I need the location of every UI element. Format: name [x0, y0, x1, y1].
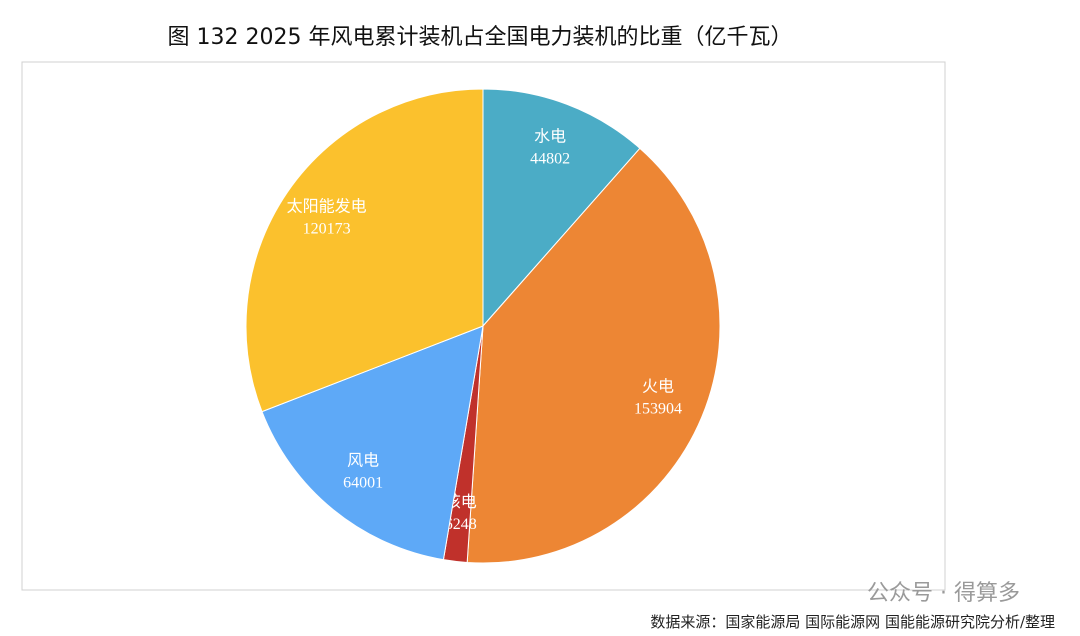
- slice-value: 153904: [634, 401, 682, 418]
- slice-label: 水电: [534, 127, 566, 145]
- pie-slice: [466, 147, 721, 564]
- slice-label: 火电: [642, 378, 674, 396]
- chart-title: 图 132 2025 年风电累计装机占全国电力装机的比重（亿千瓦）: [168, 25, 793, 50]
- source-note: 数据来源：国家能源局 国际能源网 国能能源研究院分析/整理: [650, 613, 1055, 631]
- slice-value: 64001: [343, 475, 383, 492]
- slice-value: 120173: [303, 221, 351, 238]
- watermark: 公众号 · 得算多: [867, 581, 1020, 606]
- pie-slice: [245, 88, 484, 413]
- slice-value: 44802: [530, 150, 570, 167]
- slice-label: 风电: [347, 452, 379, 470]
- pie-slice: [261, 325, 484, 561]
- slice-label: 太阳能发电: [287, 198, 367, 216]
- pie-slice: [482, 88, 641, 328]
- slice-value: 6248: [445, 516, 477, 533]
